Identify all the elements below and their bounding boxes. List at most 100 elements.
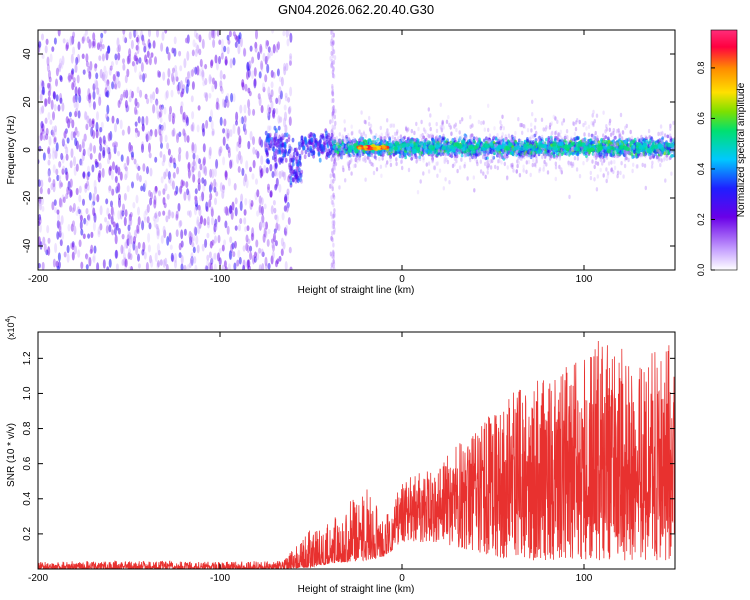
spectrogram-cell: [610, 160, 613, 165]
spectrogram-cell: [267, 86, 271, 97]
spectrogram-cell: [159, 150, 163, 158]
spectrogram-cell: [134, 106, 137, 115]
spectrogram-cell: [234, 41, 238, 48]
spectrogram-cell: [266, 125, 270, 133]
spectrogram-cell: [676, 175, 678, 179]
spectrogram-cell: [522, 168, 525, 173]
spectrogram-cell: [95, 72, 99, 80]
spectrogram-cell: [88, 39, 92, 49]
spectrogram-cell: [99, 205, 103, 216]
spectrogram-cell: [148, 30, 151, 38]
spectrogram-cell: [627, 157, 630, 163]
spectrogram-cell: [287, 106, 291, 115]
spectrogram-cell: [274, 157, 277, 163]
spectrogram-cell: [289, 266, 293, 270]
spectrogram-cell: [239, 104, 243, 114]
spectrogram-cell: [289, 170, 293, 176]
spectrogram-cell: [331, 91, 335, 97]
spectrogram-cell: [59, 97, 63, 104]
spectrogram-cell: [45, 38, 49, 45]
spectrogram-cell: [101, 73, 105, 80]
spectrogram-cell: [251, 56, 255, 64]
spectrogram-cell: [143, 43, 147, 53]
spectrogram-cell: [168, 178, 172, 184]
spectrogram-cell: [482, 154, 485, 160]
spectrogram-cell: [291, 161, 295, 167]
spectrogram-cell: [399, 134, 403, 139]
spectrogram-cell: [116, 46, 120, 53]
spectrogram-cell: [136, 172, 140, 182]
spectrogram-cell: [197, 204, 201, 211]
spectrogram-cell: [123, 89, 127, 99]
spectrogram-cell: [613, 165, 617, 170]
spectrogram-cell: [269, 143, 273, 149]
spectrogram-cell: [75, 56, 79, 65]
spectrogram-cell: [91, 118, 95, 125]
spectrogram-cell: [284, 148, 287, 154]
spectrogram-cell: [156, 30, 159, 38]
spectrogram-cell: [220, 88, 224, 94]
spectrogram-cell: [275, 128, 278, 134]
spectrogram-cell: [186, 135, 190, 143]
spectrogram-cell: [329, 251, 333, 257]
spectrogram-cell: [298, 155, 302, 161]
spectrogram-cell: [38, 201, 42, 211]
spectrogram-cell: [66, 253, 70, 263]
spectrogram-cell: [94, 78, 98, 89]
spectrogram-cell: [141, 34, 145, 42]
spectrogram-cell: [241, 82, 245, 91]
spectrogram-cell: [191, 81, 195, 90]
spectrogram-cell: [289, 55, 293, 66]
spectrogram-cell: [135, 109, 139, 115]
spectrogram-cell: [332, 73, 336, 79]
spectrogram-cell: [112, 142, 116, 148]
spectrogram-cell: [88, 92, 92, 100]
spectrogram-cell: [260, 248, 264, 257]
spectrogram-cell: [39, 93, 43, 102]
spectrogram-cell: [102, 135, 106, 145]
spectrogram-cell: [161, 160, 165, 167]
spectrogram-cell: [310, 137, 314, 143]
spectrogram-cell: [201, 38, 205, 49]
spectrogram-cell: [676, 146, 679, 150]
spectrogram-cell: [260, 60, 264, 71]
spectrogram-cell: [520, 122, 523, 128]
spectrogram-cell: [117, 44, 121, 53]
spectrogram-cell: [128, 213, 132, 222]
spectrogram-cell: [541, 134, 544, 140]
spectrogram-cell: [127, 224, 131, 232]
spectrogram-cell: [201, 69, 205, 78]
spectrogram-cell: [274, 151, 277, 157]
spectrogram-cell: [204, 238, 208, 248]
spectrogram-cell: [329, 211, 333, 217]
spectrogram-cell: [248, 198, 252, 206]
spectrogram-cell: [157, 126, 161, 132]
spectrogram-cell: [137, 206, 140, 216]
spectrogram-cell: [303, 154, 307, 160]
spectrogram-cell: [81, 138, 85, 149]
spectrogram-cell: [156, 226, 160, 236]
spectrogram-cell: [332, 219, 336, 225]
spectrogram-cell: [223, 206, 227, 214]
spectrogram-cell: [181, 89, 184, 97]
spectrogram-cell: [101, 53, 105, 62]
spectrogram-cell: [239, 155, 243, 165]
spectrogram-cell: [61, 138, 65, 147]
spectrogram-cell: [334, 157, 337, 162]
spectrogram-cell: [107, 132, 111, 142]
spectrogram-cell: [417, 126, 420, 132]
spectrogram-cell: [78, 194, 82, 203]
spectrogram-cell: [288, 162, 292, 168]
spectrogram-cell: [330, 58, 334, 64]
spectrogram-cell: [185, 83, 189, 94]
spectrogram-cell: [259, 169, 263, 179]
spectrogram-cell: [170, 252, 174, 262]
spectrogram-cell: [89, 143, 93, 153]
spectrogram-cell: [105, 113, 109, 120]
spectrogram-cell: [317, 141, 320, 147]
spectrogram-cell: [316, 146, 320, 152]
spectrogram-cell: [332, 242, 335, 248]
spectrogram-cell: [202, 160, 206, 166]
spectrogram-cell: [160, 176, 164, 184]
